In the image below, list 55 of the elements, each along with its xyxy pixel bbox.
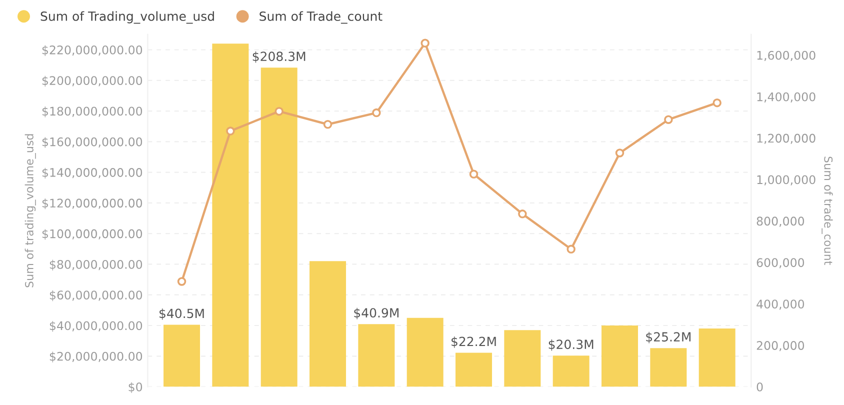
- point: [469, 170, 478, 178]
- bar: [456, 352, 492, 387]
- y2-tick-label: 400,000: [756, 300, 804, 310]
- y-tick-label: $0: [128, 382, 142, 393]
- bar: [310, 261, 346, 387]
- data-label: $25.2M: [646, 332, 690, 344]
- point: [420, 38, 430, 48]
- bar: [260, 68, 298, 387]
- bar: [212, 44, 249, 387]
- bar: [698, 328, 736, 387]
- y-tick-label: $200,000,000.00: [42, 76, 142, 87]
- y2-tick-label: 600,000: [756, 258, 804, 268]
- y-tick-label: $40,000,000.00: [50, 321, 142, 332]
- point: [323, 120, 332, 129]
- y2-tick-label: 1,200,000: [757, 134, 816, 144]
- data-label: $22.2M: [452, 336, 496, 348]
- y-tick-label: $80,000,000.00: [50, 260, 142, 270]
- y2-tick-label: 1,000,000: [757, 175, 816, 186]
- legend-label: Sum of Trading_volume_usd: [40, 11, 214, 24]
- y-tick-label: $120,000,000.00: [42, 198, 142, 210]
- y-tick-label: $180,000,000.00: [42, 106, 142, 118]
- y2-tick-label: 200,000: [756, 341, 804, 352]
- data-label: $208.3M: [252, 51, 306, 63]
- data-label: $40.9M: [354, 308, 398, 320]
- bar: [504, 330, 541, 387]
- legend-label: Sum of Trade_count: [260, 11, 382, 24]
- point: [226, 126, 235, 136]
- bar: [164, 324, 200, 387]
- y-tick-label: $20,000,000.00: [50, 352, 142, 362]
- data-label: $40.5M: [160, 308, 204, 320]
- bar: [602, 325, 638, 387]
- bar: [650, 348, 687, 387]
- y2-tick-label: 800,000: [756, 216, 804, 227]
- y-tick-label: $100,000,000.00: [42, 229, 142, 240]
- y-tick-label: $140,000,000.00: [42, 168, 142, 179]
- bar: [552, 356, 590, 387]
- y-tick-label: $160,000,000.00: [42, 137, 142, 148]
- point: [518, 210, 527, 218]
- y2-tick-label: 1,400,000: [757, 92, 816, 102]
- point: [664, 115, 673, 124]
- y-axis-title: Sum of trading_volume_usd: [24, 134, 36, 288]
- y-tick-label: $60,000,000.00: [50, 290, 142, 302]
- y2-axis-title: Sum of trade_count: [822, 156, 833, 265]
- y2-tick-label: 1,600,000: [757, 50, 816, 62]
- y-tick-label: $220,000,000.00: [42, 45, 142, 56]
- point: [177, 277, 186, 286]
- bar: [406, 318, 444, 387]
- point: [566, 244, 576, 254]
- bar: [358, 324, 395, 387]
- point: [615, 148, 624, 158]
- data-label: $20.3M: [548, 339, 594, 351]
- point: [712, 98, 722, 108]
- point: [274, 106, 284, 116]
- y2-tick-label: 0: [756, 382, 763, 392]
- point: [372, 108, 381, 118]
